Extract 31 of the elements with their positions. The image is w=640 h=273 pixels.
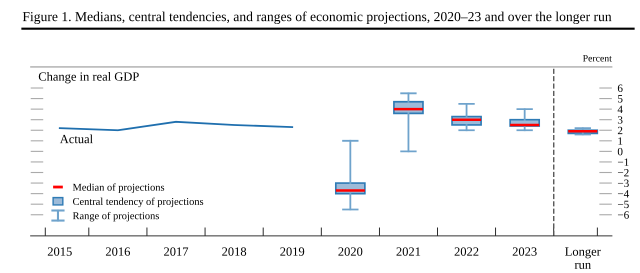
y-axis-title: Percent <box>582 55 612 62</box>
y-tick-label: −2 <box>618 169 629 176</box>
x-tick-label: 2021 <box>396 247 420 256</box>
y-tick-label: 1 <box>618 137 622 145</box>
y-tick-label: −1 <box>618 158 629 166</box>
x-tick-label: Longer run <box>565 247 601 269</box>
x-tick-label: 2017 <box>164 247 188 256</box>
y-tick-label: −3 <box>618 180 629 188</box>
line-series <box>58 120 294 132</box>
annotation: Range of projections <box>72 212 159 222</box>
x-tick-label: 2019 <box>280 247 304 256</box>
y-tick-label: 6 <box>618 84 623 92</box>
y-tick-label: −4 <box>618 190 630 198</box>
y-tick-label: 5 <box>618 95 623 103</box>
y-tick-label: 3 <box>618 116 623 124</box>
y-tick-label: 0 <box>618 148 623 156</box>
chart-subtitle: Change in real GDP <box>38 72 139 84</box>
y-tick-label: 2 <box>618 126 622 134</box>
annotation: Central tendency of projections <box>72 198 204 208</box>
x-tick-label: 2018 <box>222 247 246 256</box>
y-tick-label: 4 <box>618 106 623 113</box>
x-tick-label: 2015 <box>48 247 72 256</box>
x-tick-label: 2016 <box>106 247 130 256</box>
chart-title: Figure 1. Medians, central tendencies, and ranges of economic projections, 2020–23 and over the longer run <box>22 11 612 24</box>
x-tick-label: 2022 <box>454 247 478 256</box>
x-tick-label: 2020 <box>338 247 362 256</box>
annotation: Median of projections <box>72 183 164 193</box>
series-label: Actual <box>60 134 93 144</box>
y-tick-label: −6 <box>618 211 629 219</box>
x-tick-label: 2023 <box>512 247 537 256</box>
y-tick-label: −5 <box>618 200 629 208</box>
